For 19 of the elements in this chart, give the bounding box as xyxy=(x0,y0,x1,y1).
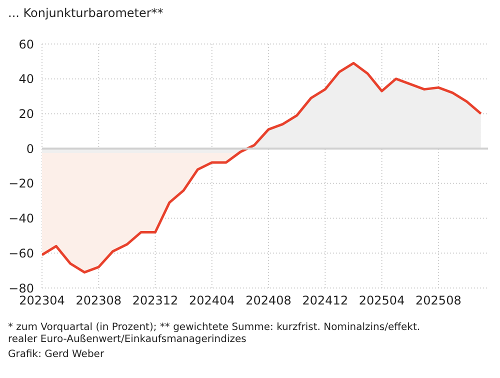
y-tick-label: 40 xyxy=(18,72,34,86)
y-tick-label: 60 xyxy=(18,37,34,52)
x-tick-label: 202404 xyxy=(189,294,235,308)
y-tick-label: −80 xyxy=(8,281,34,296)
chart-title: ... Konjunkturbarometer** xyxy=(8,6,164,20)
x-tick-label: 202504 xyxy=(358,294,405,308)
y-tick-label: −60 xyxy=(8,246,34,260)
x-tick-label: 202312 xyxy=(132,294,178,308)
y-tick-label: −40 xyxy=(8,212,34,226)
y-tick-label: −20 xyxy=(8,176,34,191)
text: * zum Vorquartal (in Prozent); ** gewichtete Summe: kurzfrist. Nominalzins/effekt. realer Euro-Außenwert/Einkaufsmanagerindizes xyxy=(8,322,422,346)
y-tick-label: 20 xyxy=(18,106,34,121)
x-tick-label: 202408 xyxy=(246,294,292,308)
x-tick-label: 202308 xyxy=(76,294,122,308)
x-tick-label: 202412 xyxy=(302,294,348,308)
x-tick-label: 202304 xyxy=(19,294,65,308)
y-tick-label: 0 xyxy=(26,142,34,156)
x-tick-label: 202508 xyxy=(416,294,462,308)
text: Grafik: Gerd Weber xyxy=(8,349,106,361)
